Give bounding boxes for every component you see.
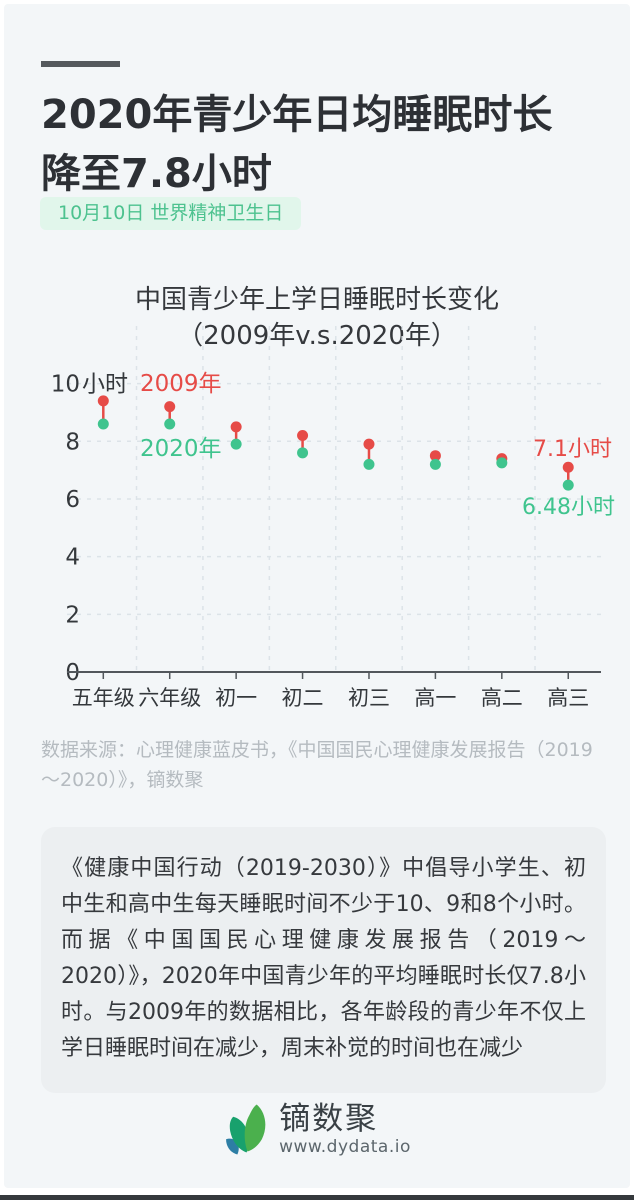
- date-tag: 10月10日 世界精神卫生日: [40, 197, 302, 230]
- svg-text:高二: 高二: [481, 686, 523, 710]
- content-card: 2020年青少年日均睡眠时长 降至7.8小时 10月10日 世界精神卫生日 中国…: [4, 4, 630, 1188]
- svg-text:五年级: 五年级: [72, 686, 135, 710]
- svg-text:4: 4: [65, 545, 80, 571]
- annotation-2020-gaosan: 6.48小时: [522, 495, 615, 520]
- chart-title-line2: （2009年v.s.2020年）: [177, 321, 457, 351]
- svg-text:6: 6: [65, 487, 80, 513]
- brand-website: www.dydata.io: [279, 1137, 411, 1157]
- svg-text:小时: 小时: [82, 372, 128, 398]
- svg-text:六年级: 六年级: [138, 686, 201, 710]
- summary-box: 《健康中国行动（2019-2030）》中倡导小学生、初中生和高中生每天睡眠时间不…: [41, 827, 606, 1093]
- leaf-dark-green: [229, 1116, 249, 1153]
- footer-brand: 镝数聚 www.dydata.io: [4, 1101, 630, 1157]
- brand-name: 镝数聚: [279, 1101, 379, 1137]
- leaf-light-green: [244, 1104, 266, 1152]
- data-source-note: 数据来源：心理健康蓝皮书，《中国国民心理健康发展报告（2019～2020）》，镝…: [41, 739, 593, 791]
- page-title: 2020年青少年日均睡眠时长 降至7.8小时: [41, 86, 581, 204]
- svg-text:8: 8: [65, 429, 80, 455]
- page-title-line1: 2020年青少年日均睡眠时长: [41, 92, 553, 138]
- series-label-2020: 2020年: [140, 436, 222, 462]
- svg-text:2: 2: [65, 602, 80, 628]
- dydata-logo-icon: [226, 1104, 266, 1155]
- series-label-2009: 2009年: [140, 371, 222, 397]
- svg-text:高三: 高三: [547, 686, 589, 710]
- svg-text:初一: 初一: [215, 686, 257, 710]
- page-title-line2: 降至7.8小时: [41, 151, 272, 197]
- svg-text:10: 10: [51, 372, 80, 398]
- footer-bar: [0, 1195, 634, 1200]
- chart-title: 中国青少年上学日睡眠时长变化 （2009年v.s.2020年）: [4, 282, 630, 354]
- sleep-duration-dumbbell-chart: 0246810小时五年级六年级初一初二初三高一高二高三: [51, 326, 601, 710]
- annotation-2009-gaosan: 7.1小时: [533, 437, 612, 462]
- svg-text:初三: 初三: [348, 686, 390, 710]
- title-accent-dash: [41, 61, 120, 67]
- summary-text: 《健康中国行动（2019-2030）》中倡导小学生、初中生和高中生每天睡眠时间不…: [61, 856, 586, 1061]
- svg-text:初二: 初二: [282, 686, 324, 710]
- svg-text:高一: 高一: [414, 686, 456, 710]
- chart-title-line1: 中国青少年上学日睡眠时长变化: [134, 285, 499, 315]
